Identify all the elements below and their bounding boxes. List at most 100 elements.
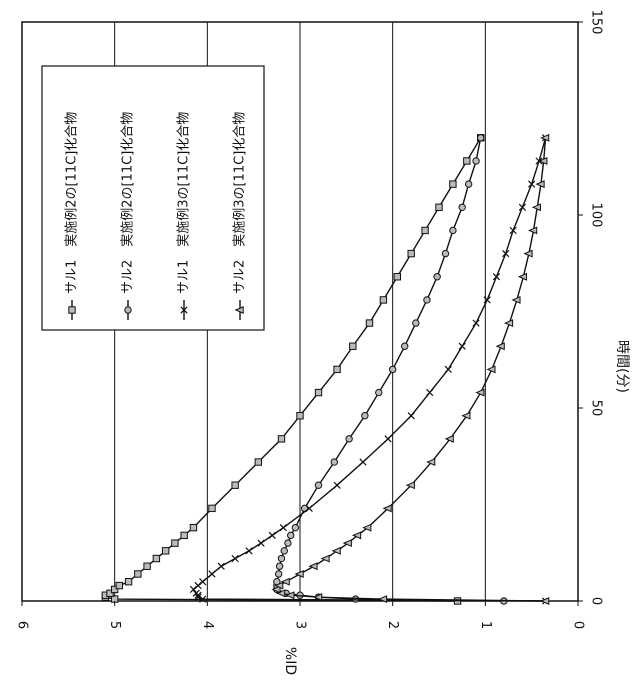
data-point xyxy=(314,481,323,489)
data-point xyxy=(528,180,536,188)
data-point xyxy=(68,306,76,314)
data-point xyxy=(305,504,313,512)
x-tick-label: 0 xyxy=(589,597,604,605)
data-point xyxy=(433,273,441,281)
legend-label: サル1 実施例2の[11C]化合物 xyxy=(64,112,80,294)
data-point xyxy=(331,546,341,555)
data-point xyxy=(194,593,202,601)
data-point xyxy=(199,578,207,586)
data-point xyxy=(426,458,436,467)
data-point xyxy=(472,319,480,327)
data-point xyxy=(441,249,450,258)
data-point xyxy=(208,504,216,513)
data-point xyxy=(377,595,388,604)
legend-label: サル2 実施例2の[11C]化合物 xyxy=(120,112,136,294)
y-tick-label: 3 xyxy=(293,621,308,629)
legend: サル1 実施例2の[11C]化合物 サル2 実施例2の[11C]化合物 サル1 実施… xyxy=(41,65,265,331)
data-point xyxy=(180,306,188,314)
data-point xyxy=(333,481,341,489)
legend-label: サル1 実施例3の[11C]化合物 xyxy=(176,112,192,294)
data-point xyxy=(313,593,323,602)
data-point xyxy=(274,570,283,578)
data-point xyxy=(449,180,457,188)
legend-entry: サル2 実施例2の[11C]化合物 xyxy=(120,112,136,320)
data-point xyxy=(231,481,239,489)
data-point xyxy=(495,342,505,351)
series-layer xyxy=(101,133,550,605)
data-point xyxy=(412,319,420,327)
data-point xyxy=(277,554,286,563)
data-point xyxy=(351,595,360,603)
data-point xyxy=(308,562,318,571)
data-point xyxy=(208,570,216,578)
data-point xyxy=(234,306,244,314)
data-point xyxy=(421,226,429,235)
x-axis-ticks: 0 50 100 150 xyxy=(578,10,604,605)
data-point xyxy=(274,581,284,590)
data-point xyxy=(463,157,471,165)
legend-entry: サル1 実施例3の[11C]化合物 xyxy=(176,112,192,320)
data-point xyxy=(361,412,369,420)
data-point xyxy=(359,458,367,466)
data-point xyxy=(280,577,290,586)
data-point xyxy=(275,562,284,570)
data-point xyxy=(472,157,480,165)
data-point xyxy=(124,306,132,314)
series-1 xyxy=(101,134,485,605)
data-point xyxy=(143,562,151,570)
data-point xyxy=(285,591,295,600)
data-point xyxy=(458,203,466,211)
data-point xyxy=(106,589,114,597)
data-point xyxy=(180,531,188,540)
data-point xyxy=(540,597,550,605)
data-point xyxy=(382,504,392,513)
data-point xyxy=(217,562,225,570)
data-point xyxy=(362,523,372,532)
data-point xyxy=(401,342,409,350)
data-point xyxy=(523,249,533,258)
data-point xyxy=(388,365,397,374)
legend-label: サル2 実施例3の[11C]化合物 xyxy=(232,112,248,294)
legend-entry: サル1 実施例2の[11C]化合物 xyxy=(64,112,80,320)
data-point xyxy=(365,319,374,327)
data-point xyxy=(393,273,402,281)
data-point xyxy=(477,134,485,142)
data-point xyxy=(192,589,200,597)
data-point xyxy=(110,585,119,594)
data-point xyxy=(296,412,304,420)
data-point xyxy=(509,226,517,235)
data-point xyxy=(449,226,457,235)
data-point xyxy=(254,458,263,466)
y-axis-ticks: 0 1 2 3 4 5 6 xyxy=(15,601,586,629)
data-point xyxy=(342,539,352,548)
data-point xyxy=(435,203,443,211)
data-point xyxy=(280,547,288,555)
data-point xyxy=(171,539,179,547)
data-point xyxy=(407,249,415,258)
data-point xyxy=(538,156,548,165)
data-point xyxy=(458,342,466,350)
data-point xyxy=(287,531,295,540)
data-point xyxy=(407,412,415,420)
y-tick-label: 2 xyxy=(385,621,400,629)
y-tick-label: 0 xyxy=(571,621,586,629)
legend-box xyxy=(41,65,265,331)
data-point xyxy=(518,203,527,211)
data-point xyxy=(314,388,323,397)
series-4 xyxy=(271,133,550,605)
data-point xyxy=(268,531,276,540)
data-point xyxy=(379,296,388,304)
data-point xyxy=(426,388,434,397)
data-point xyxy=(349,342,357,350)
data-point xyxy=(279,524,287,532)
y-axis-title: %ID xyxy=(282,647,298,675)
legend-entry: サル2 実施例3の[11C]化合物 xyxy=(232,112,248,320)
data-point xyxy=(152,554,161,563)
data-point xyxy=(291,523,300,532)
data-point xyxy=(189,523,198,532)
data-point xyxy=(503,319,514,328)
y-tick-label: 5 xyxy=(107,621,122,629)
data-point xyxy=(375,388,383,397)
x-tick-label: 150 xyxy=(589,10,604,35)
data-point xyxy=(284,539,292,547)
